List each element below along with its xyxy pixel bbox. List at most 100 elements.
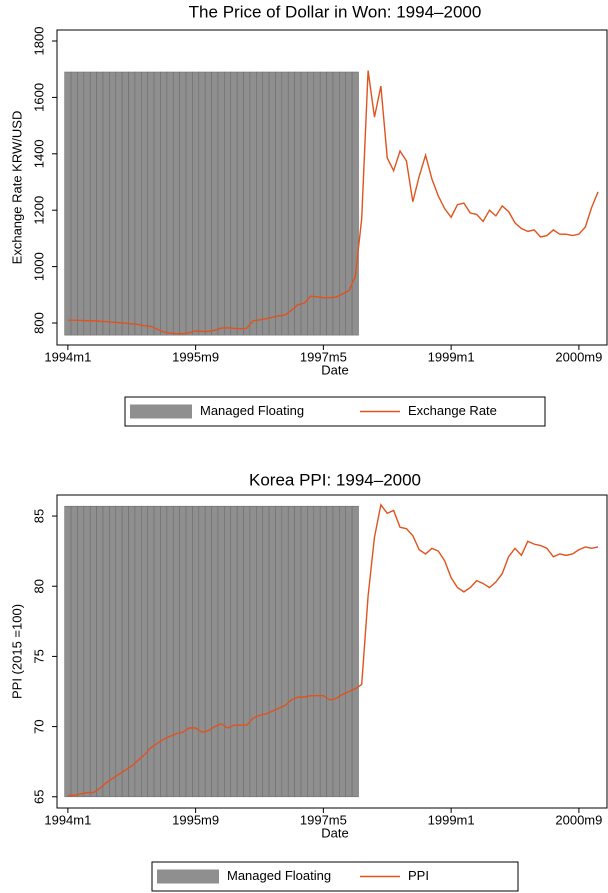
bar (115, 505, 123, 798)
bar (134, 505, 142, 798)
bar (351, 71, 359, 336)
bar (275, 71, 283, 336)
x-axis-label: Date (321, 362, 348, 377)
bar (268, 71, 276, 336)
chart: Korea PPI: 1994–2000 65 70 75 80 85 1994m1 1995… (9, 470, 608, 892)
bar (166, 505, 174, 798)
data-line (67, 503, 599, 797)
bar (287, 71, 295, 336)
bar (339, 505, 347, 798)
legend-swatch (157, 869, 219, 884)
bar (198, 71, 206, 336)
bar (166, 71, 174, 336)
bar (281, 71, 289, 336)
bar (345, 505, 353, 798)
legend-box (124, 396, 546, 427)
bar (172, 71, 180, 336)
legend-label: PPI (408, 868, 429, 883)
bar (70, 71, 78, 336)
y-tick-label: 1200 (31, 196, 46, 225)
data-line (67, 70, 599, 335)
bar (345, 71, 353, 336)
x-tick-label: 2000m9 (555, 812, 602, 827)
x-tick-label: 1994m1 (44, 349, 91, 364)
bar (300, 71, 308, 336)
bar (77, 505, 85, 798)
bar (326, 71, 334, 336)
chart-title: The Price of Dollar in Won: 1994–2000 (189, 2, 482, 21)
y-tick-label: 800 (31, 312, 46, 334)
bar (153, 505, 161, 798)
bar (121, 505, 129, 798)
bar (256, 71, 263, 336)
bar (185, 505, 193, 798)
bar (102, 71, 110, 336)
y-tick-label: 70 (31, 719, 46, 733)
bar (109, 505, 117, 798)
bar (319, 505, 327, 798)
bar (179, 71, 187, 336)
bar (128, 505, 136, 798)
bar (236, 71, 244, 336)
chart-title: Korea PPI: 1994–2000 (249, 470, 421, 489)
bar (313, 71, 321, 336)
bar (249, 71, 257, 336)
bar (313, 505, 321, 798)
bar (96, 71, 104, 336)
legend-label: Exchange Rate (408, 403, 497, 418)
bar (153, 71, 161, 336)
bar (83, 71, 91, 336)
bar (192, 505, 200, 798)
bar (230, 71, 238, 336)
bar (287, 505, 295, 798)
bar (77, 71, 85, 336)
x-tick-label: 2000m9 (555, 349, 602, 364)
bar (332, 505, 340, 798)
y-axis-label: PPI (2015 =100) (9, 604, 24, 699)
plot-frame (56, 29, 608, 346)
bar (268, 505, 276, 798)
x-tick-label: 1997m5 (300, 812, 347, 827)
bar (121, 71, 129, 336)
y-tick-label: 75 (31, 649, 46, 663)
bar (102, 505, 110, 798)
bar (147, 71, 155, 336)
bar (115, 71, 123, 336)
y-tick-label: 1600 (31, 83, 46, 112)
legend-swatch (130, 404, 192, 419)
x-tick-label: 1999m1 (428, 349, 475, 364)
bar (160, 71, 168, 336)
bar (89, 505, 97, 798)
bar (236, 505, 244, 798)
legend-label: Managed Floating (227, 868, 331, 883)
y-tick-label: 80 (31, 579, 46, 593)
bar (147, 505, 155, 798)
bar (128, 71, 136, 336)
y-axis-label: Exchange Rate KRW/USD (9, 111, 24, 265)
bar (262, 505, 270, 798)
y-tick-label: 1800 (31, 27, 46, 56)
x-tick-label: 1994m1 (44, 812, 91, 827)
bar (281, 505, 289, 798)
bar (192, 71, 200, 336)
bar (217, 71, 225, 336)
bar (294, 505, 302, 798)
bar (249, 505, 257, 798)
bar (198, 505, 206, 798)
bar (109, 71, 117, 336)
bar (230, 505, 238, 798)
bar (64, 505, 72, 798)
bar (204, 71, 212, 336)
legend-box (151, 861, 519, 892)
bar (243, 505, 251, 798)
bar (179, 505, 187, 798)
bar (141, 71, 149, 336)
bar (217, 505, 225, 798)
y-tick-label: 1400 (31, 139, 46, 168)
chart: The Price of Dollar in Won: 1994–2000 800… (9, 2, 608, 427)
y-tick-label: 65 (31, 790, 46, 804)
bar (256, 505, 263, 798)
bar (224, 71, 232, 336)
bar (134, 71, 142, 336)
